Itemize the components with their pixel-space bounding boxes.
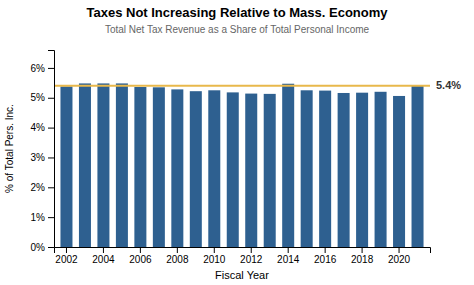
bar <box>412 86 424 247</box>
y-tick-label: 6% <box>31 63 46 74</box>
x-axis: 2002 2004 2006 2008 2010 2012 2014 2016 2018 2020 <box>55 247 431 265</box>
y-tick-mark <box>48 157 54 158</box>
bar <box>245 94 257 247</box>
marks <box>54 83 430 247</box>
bar <box>208 90 220 247</box>
x-tick: 2006 <box>129 247 152 265</box>
y-tick-label: 4% <box>31 122 46 133</box>
bar <box>134 87 146 247</box>
bar <box>116 83 128 247</box>
bar <box>60 86 72 247</box>
x-tick-label: 2006 <box>129 254 152 265</box>
reference-line <box>54 85 430 87</box>
y-tick-label: 1% <box>31 212 46 223</box>
bar <box>393 96 405 247</box>
x-tick-mark <box>177 247 178 253</box>
y-tick-mark <box>48 187 54 188</box>
bar <box>227 92 239 247</box>
x-tick: 2010 <box>203 247 226 265</box>
bar <box>264 94 276 247</box>
bar <box>282 84 294 247</box>
y-tick: 2% <box>31 182 54 193</box>
y-axis: 0% 1% 2% 3% 4% 5% 6% <box>31 51 55 253</box>
y-tick: 3% <box>31 152 54 163</box>
x-tick-mark <box>288 247 289 253</box>
x-tick: 2020 <box>388 247 411 265</box>
x-axis-line <box>55 248 431 254</box>
x-tick: 2018 <box>351 247 374 265</box>
y-tick-label: 0% <box>31 242 46 253</box>
x-tick-label: 2004 <box>92 254 115 265</box>
x-tick: 2002 <box>55 247 78 265</box>
x-tick-mark <box>103 247 104 253</box>
y-tick-label: 3% <box>31 152 46 163</box>
x-tick: 2014 <box>277 247 300 265</box>
y-tick-label: 5% <box>31 92 46 103</box>
y-tick: 0% <box>31 242 54 253</box>
bar <box>338 93 350 247</box>
x-tick-label: 2010 <box>203 254 226 265</box>
x-tick-label: 2018 <box>351 254 374 265</box>
title: Taxes Not Increasing Relative to Mass. E… <box>86 5 388 20</box>
x-tick-label: 2002 <box>55 254 78 265</box>
reference-label: 5.4% <box>436 79 461 91</box>
x-tick-mark <box>362 247 363 253</box>
x-tick: 2004 <box>92 247 115 265</box>
plot: 5.4%0%1%2%3%4%5%6%2002200420062008201020… <box>31 51 462 266</box>
x-tick-label: 2008 <box>166 254 189 265</box>
x-tick-mark <box>214 247 215 253</box>
x-tick-label: 2020 <box>388 254 411 265</box>
x-tick-mark <box>251 247 252 253</box>
x-tick: 2008 <box>166 247 189 265</box>
x-tick-mark <box>399 247 400 253</box>
x-tick: 2012 <box>240 247 263 265</box>
bar <box>79 83 91 247</box>
x-tick-label: 2014 <box>277 254 300 265</box>
subtitle: Total Net Tax Revenue as a Share of Tota… <box>105 24 370 35</box>
chart: 5.4%0%1%2%3%4%5%6%2002200420062008201020… <box>0 0 474 285</box>
y-axis-title: % of Total Pers. Inc. <box>4 104 15 193</box>
y-tick: 5% <box>31 92 54 103</box>
y-tick: 6% <box>31 63 54 74</box>
bar <box>153 87 165 247</box>
y-tick-mark <box>48 247 54 248</box>
x-axis-title: Fiscal Year <box>215 269 269 281</box>
y-tick: 1% <box>31 212 54 223</box>
bar <box>301 90 313 247</box>
bar <box>375 92 387 247</box>
bar <box>97 83 109 247</box>
bar <box>319 91 331 247</box>
x-tick-label: 2012 <box>240 254 263 265</box>
x-tick-mark <box>140 247 141 253</box>
x-tick-mark <box>66 247 67 253</box>
y-tick-label: 2% <box>31 182 46 193</box>
bar <box>356 93 368 247</box>
y-axis-line <box>48 51 55 248</box>
bar <box>190 91 202 247</box>
x-tick-label: 2016 <box>314 254 337 265</box>
x-tick: 2016 <box>314 247 337 265</box>
y-tick-mark <box>48 217 54 218</box>
bar <box>171 89 183 247</box>
y-tick-mark <box>48 128 54 129</box>
y-tick-mark <box>48 68 54 69</box>
x-tick-mark <box>325 247 326 253</box>
y-tick: 4% <box>31 122 54 133</box>
y-tick-mark <box>48 98 54 99</box>
